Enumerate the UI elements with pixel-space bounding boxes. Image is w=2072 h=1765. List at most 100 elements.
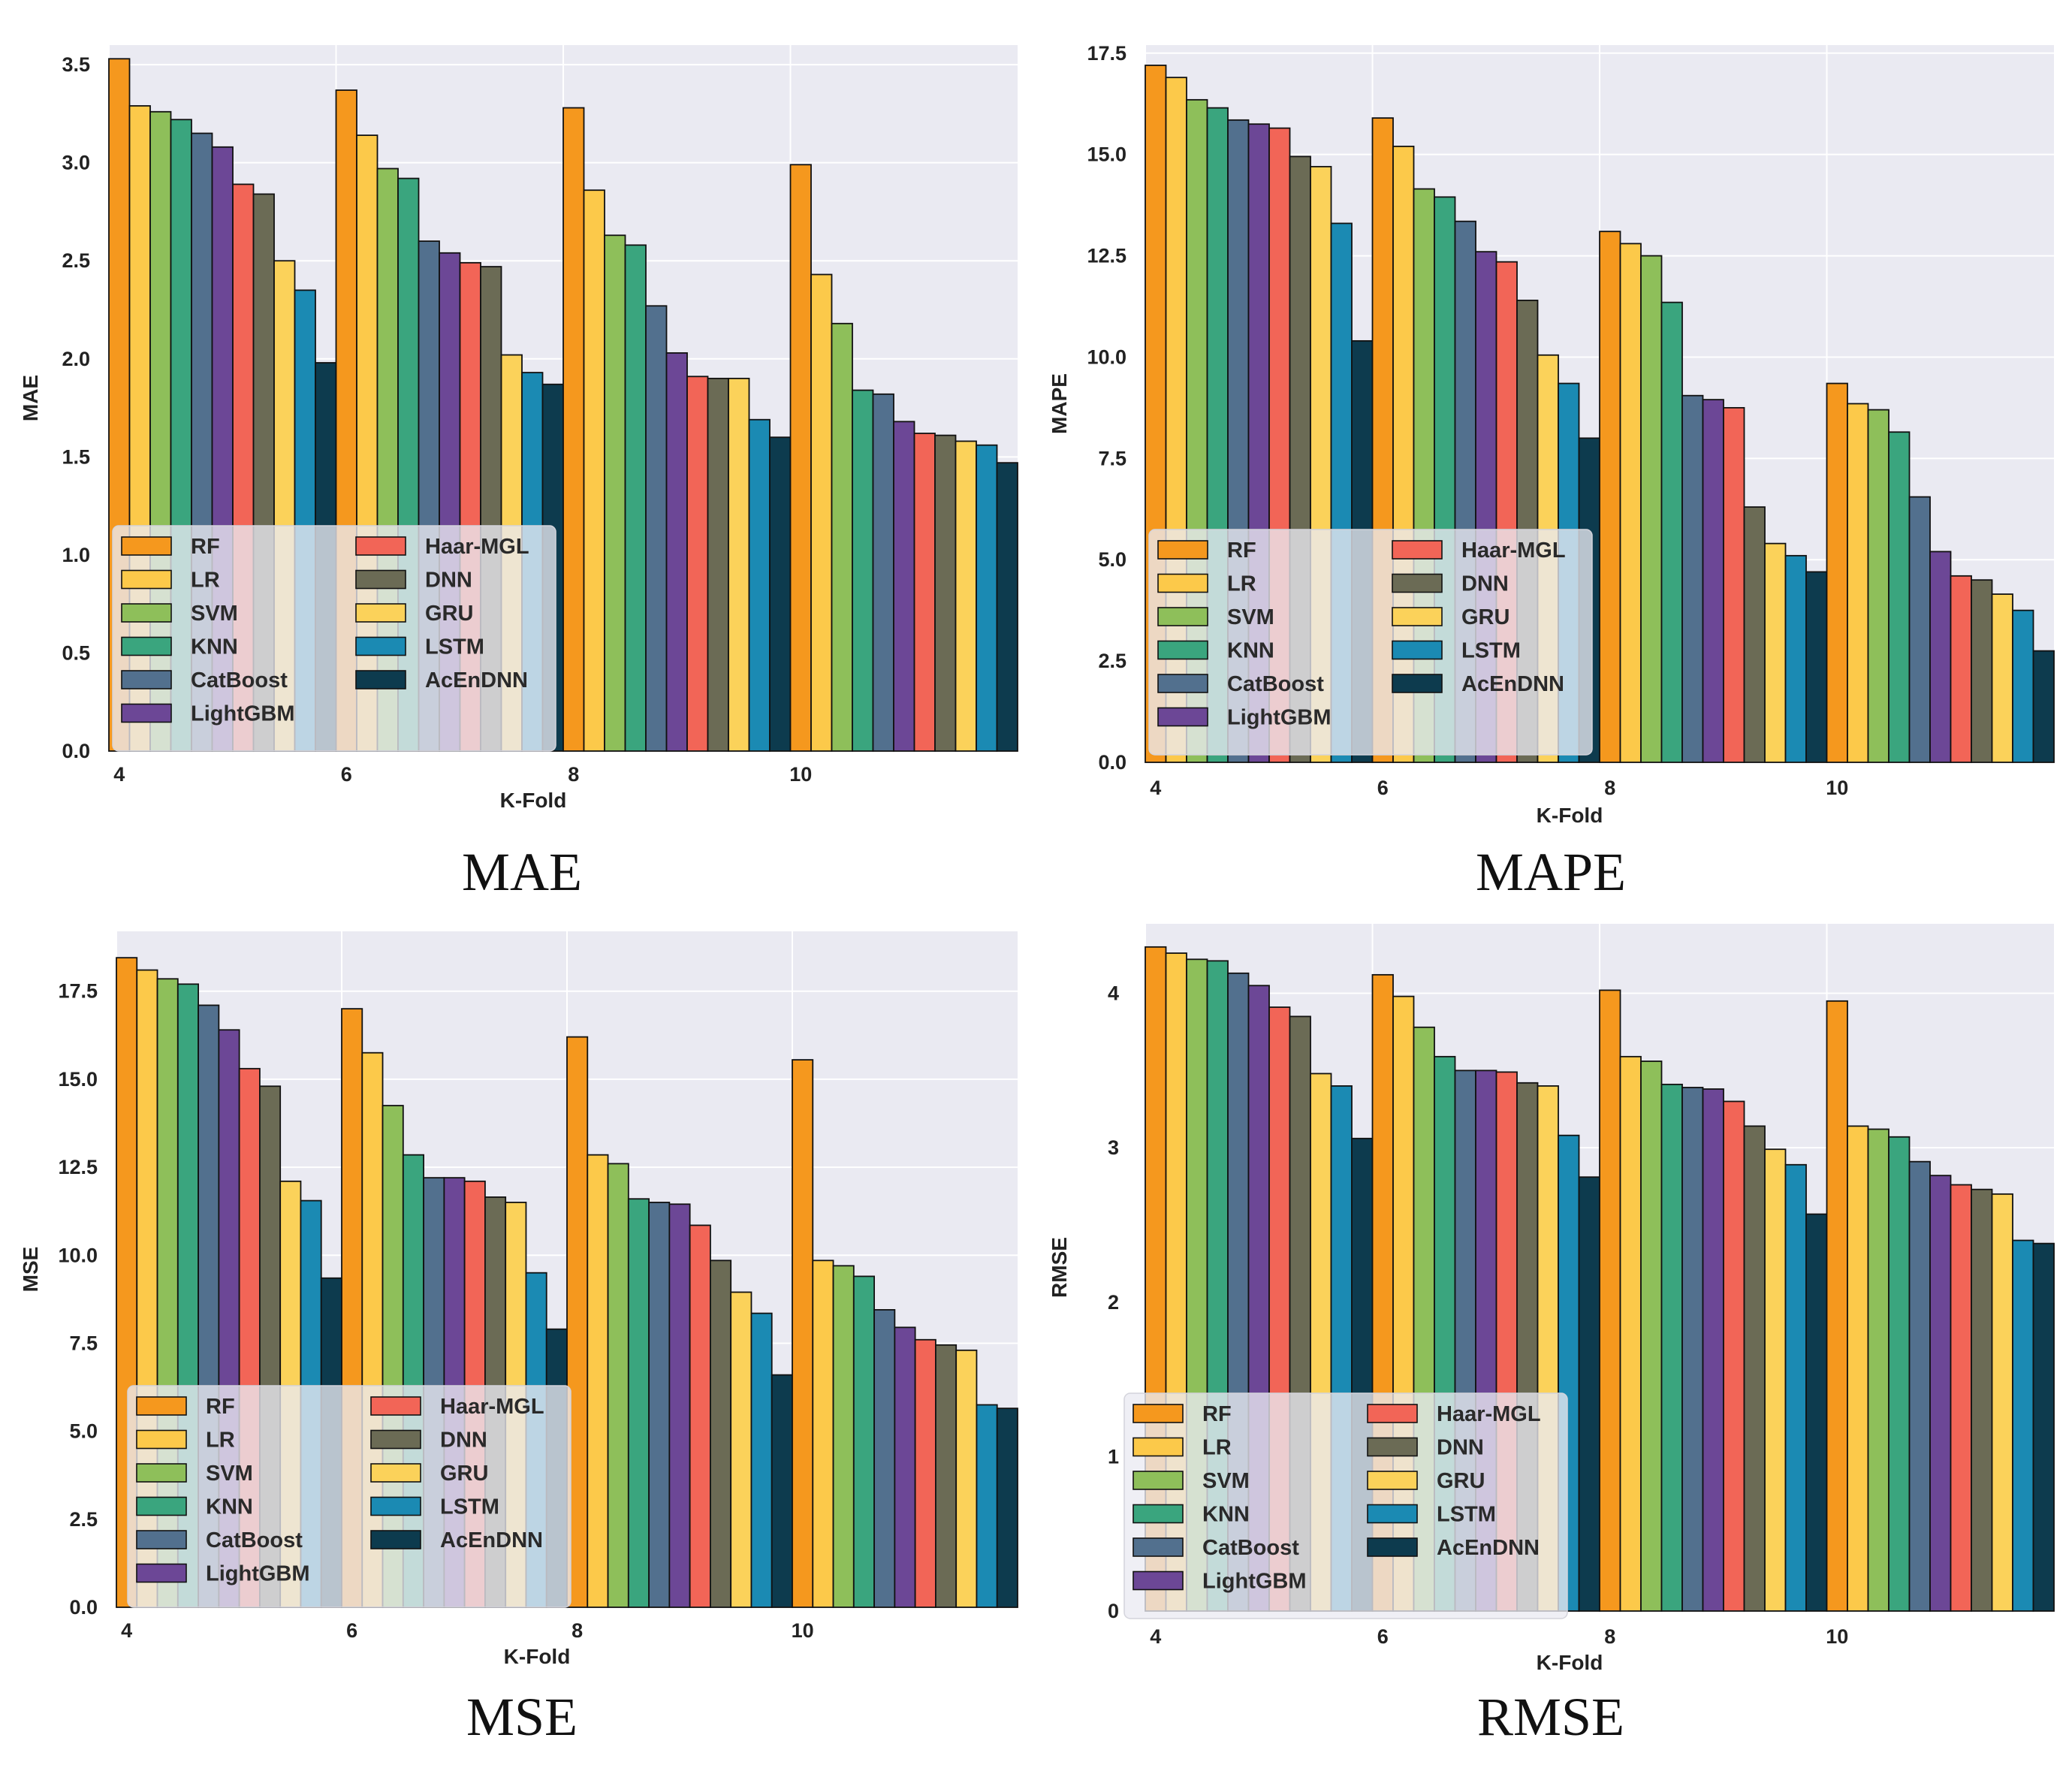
legend-item-gru: GRU bbox=[355, 602, 473, 626]
x-tick-label: 10 bbox=[792, 1619, 814, 1642]
legend-label: Haar-MGL bbox=[1437, 1402, 1541, 1426]
bar-lr-fold-8 bbox=[1619, 243, 1642, 763]
bar-knn-fold-10 bbox=[1888, 431, 1911, 763]
legend-item-lightgbm: LightGBM bbox=[1133, 1570, 1307, 1594]
bar-gru-fold-8 bbox=[728, 377, 750, 752]
bar-catboost-fold-10 bbox=[873, 1309, 896, 1608]
bar-lightgbm-fold-10 bbox=[893, 421, 915, 752]
bar-catboost-fold-8 bbox=[645, 305, 668, 752]
legend-item-gru: GRU bbox=[370, 1462, 488, 1486]
legend-swatch-knn bbox=[121, 636, 172, 656]
legend-label: RF bbox=[1202, 1402, 1232, 1426]
bar-haar-mgl-fold-8 bbox=[689, 1224, 711, 1608]
legend-label: LightGBM bbox=[191, 702, 295, 726]
x-tick-label: 10 bbox=[1826, 1625, 1848, 1648]
x-tick-label: 4 bbox=[121, 1619, 132, 1642]
y-tick-label: 0.5 bbox=[62, 641, 90, 664]
bar-lr-fold-10 bbox=[810, 273, 833, 752]
legend-label: SVM bbox=[206, 1462, 253, 1486]
bar-acendnn-fold-10 bbox=[2032, 1242, 2055, 1612]
bar-rf-fold-10 bbox=[789, 164, 812, 752]
bar-haar-mgl-fold-10 bbox=[913, 433, 936, 752]
legend-swatch-svm bbox=[121, 603, 172, 623]
legend-swatch-lightgbm bbox=[1133, 1570, 1184, 1591]
legend-label: CatBoost bbox=[1202, 1536, 1299, 1560]
bar-lstm-fold-8 bbox=[1784, 1163, 1807, 1612]
y-tick-label: 0.0 bbox=[69, 1596, 98, 1619]
legend-label: CatBoost bbox=[206, 1528, 303, 1552]
legend-box bbox=[1148, 529, 1593, 756]
bar-knn-fold-10 bbox=[852, 1275, 875, 1608]
legend-item-gru: GRU bbox=[1392, 605, 1510, 629]
bar-knn-fold-8 bbox=[1660, 1083, 1683, 1612]
legend-item-haar-mgl: Haar-MGL bbox=[1392, 539, 1566, 563]
legend-label: LightGBM bbox=[1202, 1570, 1307, 1594]
legend: RF LR SVM KNN CatBoost LightGBM Haar-MGL DNN GRU… bbox=[1148, 529, 1593, 756]
bar-svm-fold-8 bbox=[1640, 255, 1663, 763]
legend-item-lr: LR bbox=[1133, 1436, 1232, 1460]
bar-gru-fold-10 bbox=[955, 1349, 978, 1608]
y-tick-label: 12.5 bbox=[58, 1156, 98, 1178]
legend-swatch-haar-mgl bbox=[1367, 1404, 1418, 1423]
legend-label: DNN bbox=[425, 569, 472, 593]
bar-knn-fold-8 bbox=[1660, 301, 1683, 763]
y-tick-label: 1 bbox=[1108, 1445, 1119, 1468]
bar-acendnn-fold-10 bbox=[996, 462, 1018, 752]
legend-swatch-rf bbox=[136, 1396, 187, 1416]
bar-knn-fold-8 bbox=[624, 244, 647, 752]
y-axis-label: MSE bbox=[19, 1247, 42, 1293]
y-tick-label: 7.5 bbox=[1098, 447, 1126, 469]
bar-haar-mgl-fold-8 bbox=[686, 376, 709, 752]
bar-dnn-fold-8 bbox=[1743, 1125, 1766, 1612]
legend-label: SVM bbox=[1202, 1469, 1250, 1493]
legend-item-lightgbm: LightGBM bbox=[121, 702, 295, 726]
legend-swatch-rf bbox=[121, 536, 172, 556]
legend-label: CatBoost bbox=[191, 668, 288, 692]
legend-label: KNN bbox=[191, 635, 238, 659]
legend-item-acendnn: AcEnDNN bbox=[1392, 672, 1564, 696]
legend-label: RF bbox=[1227, 539, 1256, 563]
legend-swatch-lightgbm bbox=[1157, 707, 1208, 727]
legend-item-knn: KNN bbox=[121, 635, 238, 659]
bar-svm-fold-10 bbox=[832, 1265, 855, 1608]
legend-item-svm: SVM bbox=[1157, 605, 1274, 629]
legend-label: KNN bbox=[1202, 1503, 1250, 1527]
x-axis-label: K-Fold bbox=[1537, 1651, 1603, 1674]
y-tick-label: 7.5 bbox=[69, 1332, 98, 1354]
legend-item-haar-mgl: Haar-MGL bbox=[355, 535, 529, 559]
bar-acendnn-fold-10 bbox=[996, 1407, 1018, 1608]
legend-swatch-lightgbm bbox=[121, 703, 172, 723]
legend: RF LR SVM KNN CatBoost LightGBM Haar-MGL DNN GRU… bbox=[112, 525, 556, 752]
bar-lstm-fold-8 bbox=[748, 418, 771, 752]
legend-swatch-haar-mgl bbox=[370, 1396, 421, 1416]
bar-gru-fold-8 bbox=[730, 1291, 752, 1608]
bar-gru-fold-8 bbox=[1764, 542, 1787, 763]
legend-swatch-dnn bbox=[355, 569, 406, 590]
legend-box bbox=[1123, 1392, 1568, 1619]
y-tick-label: 15.0 bbox=[58, 1068, 98, 1091]
y-tick-label: 0 bbox=[1108, 1600, 1119, 1622]
bar-acendnn-fold-8 bbox=[1805, 571, 1828, 763]
legend: RF LR SVM KNN CatBoost LightGBM Haar-MGL DNN GRU… bbox=[127, 1385, 572, 1608]
bar-dnn-fold-8 bbox=[710, 1260, 732, 1608]
bar-dnn-fold-8 bbox=[707, 377, 729, 752]
legend-item-dnn: DNN bbox=[1367, 1436, 1484, 1460]
legend-item-rf: RF bbox=[121, 535, 220, 559]
legend-label: CatBoost bbox=[1227, 672, 1324, 696]
legend-swatch-svm bbox=[1133, 1471, 1184, 1490]
bar-acendnn-fold-8 bbox=[769, 436, 792, 752]
x-tick-label: 4 bbox=[1150, 1625, 1161, 1648]
bar-lstm-fold-10 bbox=[976, 1404, 998, 1608]
y-axis-label: MAE bbox=[19, 375, 42, 421]
legend-swatch-lstm bbox=[355, 636, 406, 656]
legend-box bbox=[112, 525, 556, 752]
legend-label: DNN bbox=[1437, 1436, 1484, 1460]
caption-rmse: RMSE bbox=[1476, 1687, 1625, 1747]
y-tick-label: 1.0 bbox=[62, 544, 90, 566]
legend-swatch-gru bbox=[355, 603, 406, 623]
legend-label: LR bbox=[1227, 572, 1256, 596]
y-tick-label: 15.0 bbox=[1087, 143, 1126, 166]
legend-item-lstm: LSTM bbox=[355, 635, 484, 659]
bar-lightgbm-fold-8 bbox=[668, 1203, 691, 1608]
bar-lstm-fold-8 bbox=[1784, 554, 1807, 763]
